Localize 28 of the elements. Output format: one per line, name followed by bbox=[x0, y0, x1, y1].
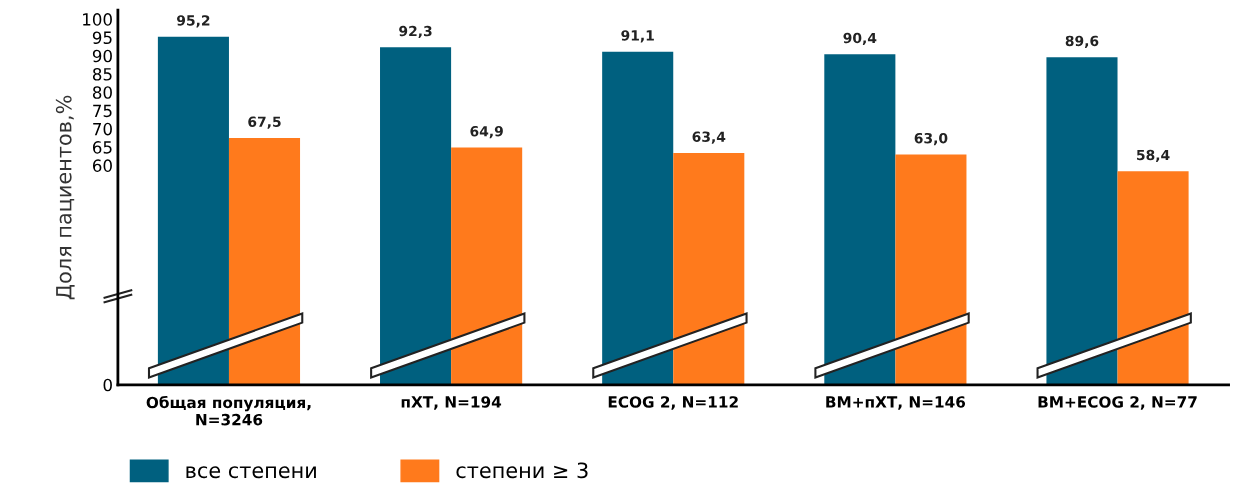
data-label: 63,0 bbox=[914, 132, 948, 146]
data-label: 64,9 bbox=[470, 125, 503, 139]
data-label: 91,1 bbox=[621, 30, 654, 43]
x-tick-label: ВМ+ECOG 2, N=77 bbox=[1038, 396, 1197, 410]
data-label: 58,4 bbox=[1137, 149, 1170, 162]
data-label: 63,4 bbox=[692, 131, 726, 144]
legend-label: все степени bbox=[186, 466, 316, 479]
y-tick-label: 60 bbox=[92, 159, 112, 172]
data-label: 90,4 bbox=[843, 32, 877, 46]
x-tick-label: Общая популяция, N=3246 bbox=[146, 395, 311, 426]
y-axis-title: Доля пациентов,% bbox=[55, 95, 75, 300]
data-label: 92,3 bbox=[399, 25, 432, 39]
data-label: 95,2 bbox=[177, 15, 210, 28]
y-tick-label: 80 bbox=[92, 86, 112, 99]
y-tick-label: 65 bbox=[92, 141, 112, 154]
y-tick-label: 70 bbox=[93, 122, 112, 136]
y-tick-label: 90 bbox=[92, 49, 112, 63]
y-tick-label: 0 bbox=[103, 378, 112, 392]
y-tick-label: 85 bbox=[92, 67, 112, 81]
y-tick-label: 100 bbox=[83, 13, 112, 26]
data-label: 67,5 bbox=[248, 116, 281, 129]
x-tick-label: ECOG 2, N=112 bbox=[608, 396, 738, 410]
y-tick-label: 95 bbox=[92, 31, 112, 45]
x-tick-label: пХТ, N=194 bbox=[401, 396, 502, 410]
x-tick-label: ВМ+пХТ, N=146 bbox=[826, 396, 966, 410]
data-label: 89,6 bbox=[1065, 35, 1099, 48]
y-tick-label: 75 bbox=[93, 104, 112, 118]
legend-label: степени ≥ 3 bbox=[456, 462, 588, 479]
